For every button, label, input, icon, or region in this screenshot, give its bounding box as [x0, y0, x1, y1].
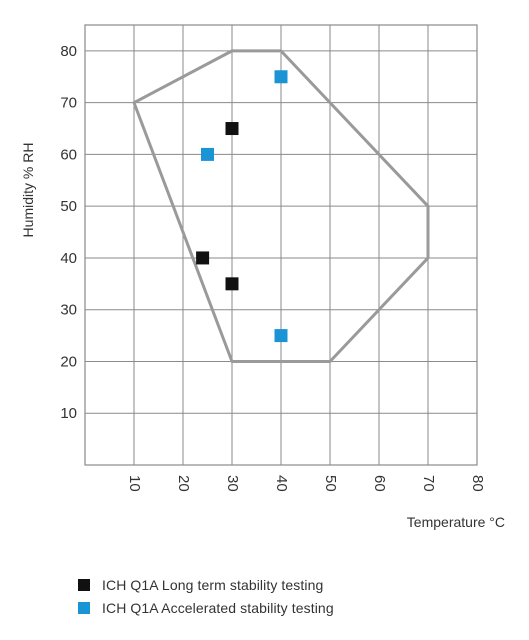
accelerated-point: [274, 329, 288, 343]
x-tick-label: 50: [322, 475, 339, 492]
long-term-point: [225, 277, 239, 291]
long-term-point: [225, 122, 239, 136]
y-axis-title: Humidity % RH: [20, 143, 36, 238]
x-tick-label: 80: [469, 475, 486, 492]
accelerated-point: [201, 147, 214, 161]
legend: ICH Q1A Long term stability testing ICH …: [78, 573, 334, 619]
x-tick-label: 60: [371, 475, 388, 492]
x-tick-label: 20: [175, 475, 192, 492]
x-tick-label: 30: [224, 475, 241, 492]
legend-swatch-accelerated: [78, 601, 90, 614]
legend-item-long-term: ICH Q1A Long term stability testing: [78, 573, 334, 596]
y-tick-label: 80: [60, 43, 77, 60]
y-tick-label: 20: [60, 353, 77, 370]
y-tick-label: 60: [60, 146, 77, 163]
y-tick-label: 40: [60, 250, 77, 267]
legend-swatch-long-term: [78, 578, 90, 591]
x-axis-title: Temperature °C: [407, 514, 505, 530]
long-term-point: [196, 251, 210, 265]
legend-item-accelerated: ICH Q1A Accelerated stability testing: [78, 596, 334, 619]
legend-label-long-term: ICH Q1A Long term stability testing: [102, 576, 324, 593]
y-tick-label: 10: [60, 405, 77, 422]
y-tick-label: 30: [60, 302, 77, 319]
x-tick-label: 10: [126, 475, 143, 492]
legend-label-accelerated: ICH Q1A Accelerated stability testing: [102, 599, 334, 616]
x-tick-label: 70: [420, 475, 437, 492]
x-tick-label: 40: [273, 475, 290, 492]
y-tick-label: 70: [60, 95, 77, 112]
stability-region-outline: [132, 49, 430, 363]
y-tick-label: 50: [60, 198, 77, 215]
accelerated-point: [274, 70, 288, 84]
plot-frame: [84, 24, 478, 466]
